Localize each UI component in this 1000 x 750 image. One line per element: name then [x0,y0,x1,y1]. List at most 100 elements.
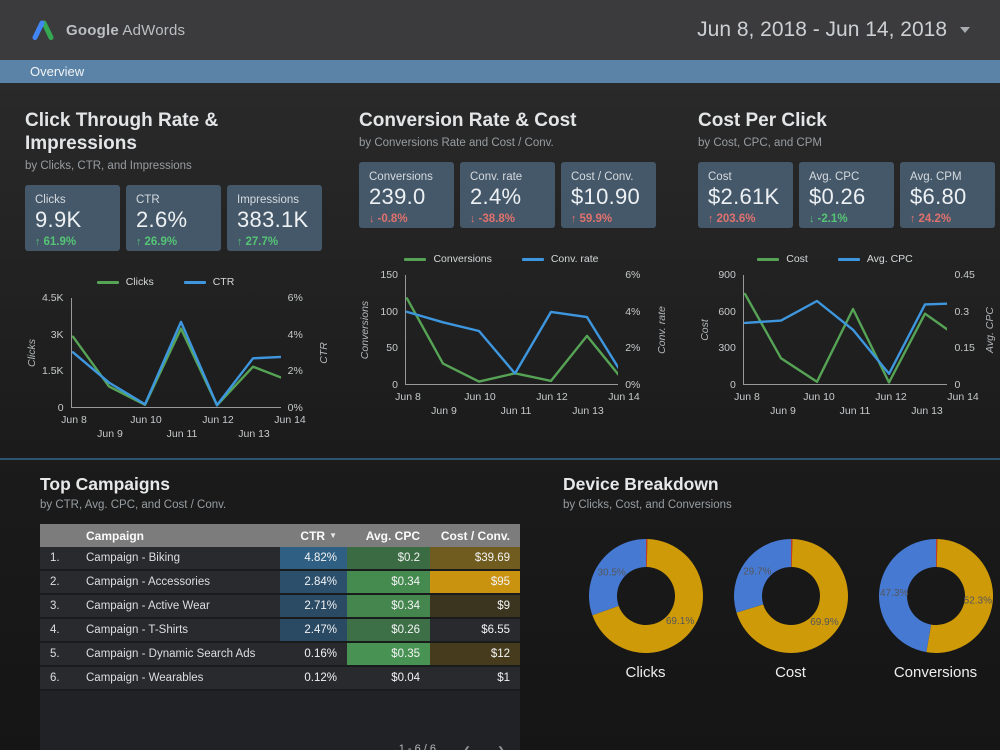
campaign-name-cell: Campaign - Biking [86,552,180,564]
x-tick-label: Jun 10 [464,391,496,403]
pagination-prev-icon[interactable]: ‹ [464,739,470,750]
scorecard-value: $0.26 [809,184,866,209]
section-conversion-rate-cost: Conversion Rate & Cost by Conversions Ra… [334,83,672,444]
donut-slice [645,539,647,568]
scorecard-delta: ↑ 27.7% [237,236,312,248]
scorecard-delta: ↑ 59.9% [571,213,646,225]
legend-swatch-icon [96,280,119,284]
scorecard-delta: ↓ -38.8% [470,213,545,225]
column-header-ctr[interactable]: CTR ▼ [300,528,337,543]
avg-cpc-cell: $0.26 [347,619,430,641]
x-tick-label: Jun 13 [572,405,604,417]
donut-slice [935,539,937,568]
legend-label: Conversions [433,253,492,265]
donut-title: Clicks [625,664,666,681]
scorecard-label: Avg. CPC [809,171,860,183]
donut-slice [735,539,848,654]
x-tick-label: Jun 11 [166,428,198,440]
scorecard-delta-value: 59.9% [579,213,613,225]
scorecard-label: Avg. CPM [910,171,962,183]
date-range-picker[interactable]: Jun 8, 2018 - Jun 14, 2018 [697,18,970,42]
x-tick-label: Jun 13 [238,428,270,440]
scorecard-delta-value: 26.9% [144,236,178,248]
delta-down-icon: ↓ [369,213,375,225]
section-cost-per-click: Cost Per Click by Cost, CPC, and CPM Cos… [672,83,1000,444]
scorecard-value: 9.9K [35,207,82,232]
x-tick-label: Jun 10 [130,414,162,426]
section-title: Click Through Rate & Impressions [25,110,219,154]
left-axis-title: Conversions [359,300,372,360]
series-line-conv-rate [405,310,619,375]
scorecard-delta-value: 61.9% [43,236,77,248]
legend-label: Avg. CPC [866,253,913,265]
scorecard-label: Impressions [237,194,299,206]
delta-up-icon: ↑ [910,213,916,225]
section-subtitle: by Conversions Rate and Cost / Conv. [359,137,554,149]
scorecard-label: Clicks [35,194,66,206]
right-axis-ticks: 6% 4% 2% 0% [287,292,303,414]
scorecard-delta: ↓ -0.8% [369,213,444,225]
row-index: 2. [50,576,60,588]
ctr-cell: 0.12% [304,672,337,684]
scorecard-row: Cost $2.61K ↑ 203.6% Avg. CPC $0.26 ↓ -2.1% Avg.… [698,162,996,228]
x-tick-label: Jun 10 [803,391,835,403]
chart-plot [70,298,281,408]
table-row: 6. Campaign - Wearables 0.12% $0.04 $1 [40,667,520,691]
cost-conv-cell: $9 [430,595,520,617]
ctr-cell: 4.82% [280,547,347,569]
scorecard-label: CTR [136,194,160,206]
section-subtitle: by Clicks, CTR, and Impressions [25,160,192,172]
donut-slice-label: 69.9% [810,617,838,628]
donut-slice [878,539,936,653]
line-chart-clicks-ctr: Clicks CTR Clicks 4.5K 3K 1.5K 0 6% 4% 2% 0% CT… [25,275,330,444]
donut-title: Cost [775,664,806,681]
campaign-name-cell: Campaign - Accessories [86,576,210,588]
row-index: 4. [50,624,60,636]
legend-swatch-icon [521,257,544,261]
legend-swatch-icon [757,257,780,261]
donut-plot: 69.1% 30.5% [588,539,703,654]
x-axis-ticks: Jun 8 Jun 9 Jun 10 Jun 11 Jun 12 Jun 13 Jun 14 [61,412,330,444]
scorecard-delta-value: 27.7% [245,236,279,248]
donut-slice-label: 29.7% [743,566,771,577]
row-index: 5. [50,648,60,660]
scorecard-value: $2.61K [708,184,780,209]
tab-overview-label: Overview [30,64,85,79]
scorecard: Avg. CPM $6.80 ↑ 24.2% [900,162,995,228]
delta-down-icon: ↓ [809,213,815,225]
delta-up-icon: ↑ [35,236,41,248]
x-axis-ticks: Jun 8 Jun 9 Jun 10 Jun 11 Jun 12 Jun 13 Jun 14 [734,389,996,421]
app-header: Google AdWords Jun 8, 2018 - Jun 14, 201… [0,0,1000,60]
right-axis-ticks: 6% 4% 2% 0% [625,269,641,391]
sort-desc-icon: ▼ [329,531,337,540]
avg-cpc-cell: $0.2 [347,547,430,569]
pagination-label: 1 - 6 / 6 [398,743,436,750]
tab-overview[interactable]: Overview [0,60,1000,83]
scorecard-value: 383.1K [237,207,309,232]
series-line-clicks [71,327,281,407]
section-divider [0,458,1000,460]
pagination-next-icon[interactable]: › [498,739,504,750]
row-index: 1. [50,552,60,564]
scorecard-delta-value: 24.2% [918,213,952,225]
legend-item: Conv. rate [521,253,599,265]
x-tick-label: Jun 12 [536,391,568,403]
legend-label: CTR [212,276,235,288]
device-breakdown-subtitle: by Clicks, Cost, and Conversions [563,499,732,511]
device-breakdown-title: Device Breakdown [563,474,719,494]
chart-legend: Conversions Conv. rate [359,252,644,266]
ctr-cell: 2.71% [280,595,347,617]
delta-up-icon: ↑ [571,213,577,225]
scorecard-delta: ↑ 26.9% [136,236,211,248]
column-header-avg-cpc[interactable]: Avg. CPC [365,528,420,543]
donut-chart-clicks: 69.1% 30.5% Clicks [573,537,718,681]
column-header-campaign[interactable]: Campaign [86,528,145,543]
donut-plot: 69.9% 29.7% [733,539,848,654]
table-subtitle: by CTR, Avg. CPC, and Cost / Conv. [40,499,227,511]
top-campaigns-section: Top Campaigns by CTR, Avg. CPC, and Cost… [0,460,520,750]
x-tick-label: Jun 12 [875,391,907,403]
scorecard-value: 239.0 [369,184,426,209]
scorecard-delta: ↑ 203.6% [708,213,783,225]
column-header-cost-conv[interactable]: Cost / Conv. [440,528,510,543]
left-axis-ticks: 4.5K 3K 1.5K 0 [41,292,64,414]
